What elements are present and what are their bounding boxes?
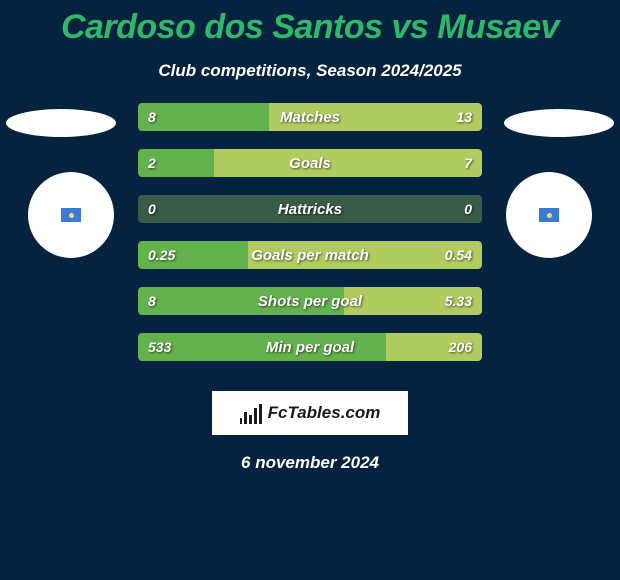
stat-row: 813Matches (138, 103, 482, 131)
bar-fill-right (269, 103, 482, 131)
stat-row: 533206Min per goal (138, 333, 482, 361)
bar-fill-right (214, 149, 482, 177)
stat-row: 0 0Hattricks (138, 195, 482, 223)
stat-row: 27Goals (138, 149, 482, 177)
bar-fill-left (138, 149, 214, 177)
player-right-badge (504, 109, 614, 137)
logo-text: FcTables.com (268, 403, 381, 423)
player-right-avatar (506, 172, 592, 258)
player-left-badge (6, 109, 116, 137)
bar-fill-right (386, 333, 482, 361)
bar-fill-right (344, 287, 482, 315)
logo-icon (240, 402, 262, 424)
stat-bars: 813Matches 27Goals 0 0Hattricks 0.250.54Goal… (138, 103, 482, 379)
comparison-panel: 813Matches 27Goals 0 0Hattricks 0.250.54Goal… (0, 103, 620, 383)
stat-row: 0.250.54Goals per match (138, 241, 482, 269)
bar-fill-left (138, 333, 386, 361)
stat-value-left: 0 (148, 195, 156, 223)
stat-value-right: 0 (464, 195, 472, 223)
stat-label: Hattricks (138, 195, 482, 223)
date-label: 6 november 2024 (0, 453, 620, 473)
subtitle: Club competitions, Season 2024/2025 (0, 61, 620, 81)
bar-fill-left (138, 103, 269, 131)
bar-fill-right (248, 241, 482, 269)
bar-fill-left (138, 241, 248, 269)
stat-row: 85.33Shots per goal (138, 287, 482, 315)
source-logo: FcTables.com (212, 391, 408, 435)
flag-icon (539, 208, 559, 222)
flag-icon (61, 208, 81, 222)
player-left-avatar (28, 172, 114, 258)
page-title: Cardoso dos Santos vs Musaev (0, 0, 620, 47)
bar-fill-left (138, 287, 344, 315)
